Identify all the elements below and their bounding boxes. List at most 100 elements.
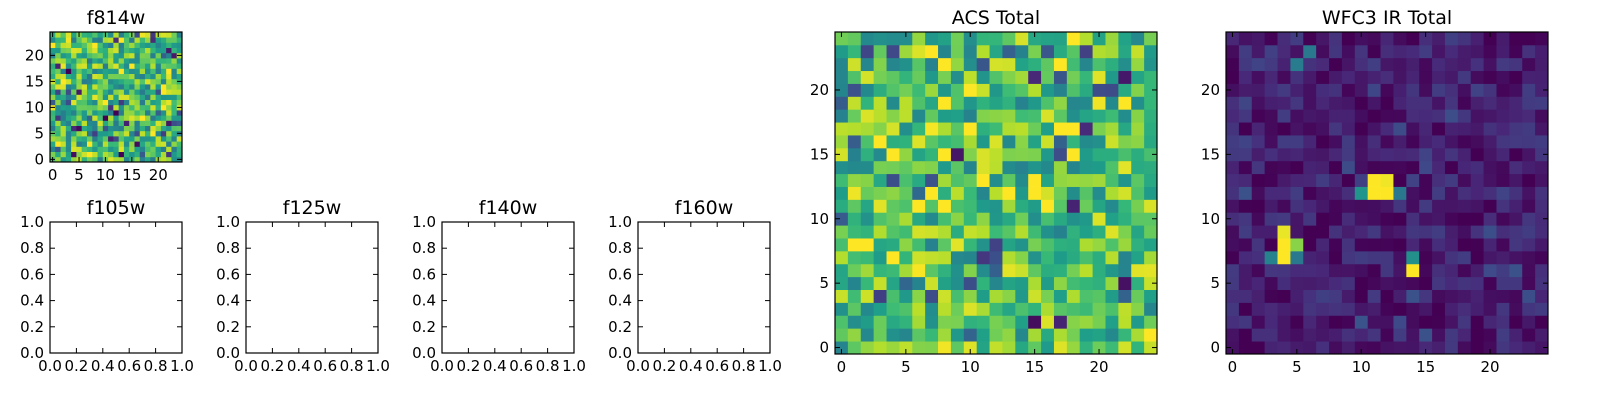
heatmap-cell: [1535, 70, 1549, 84]
heatmap-cell: [150, 94, 156, 100]
heatmap-cell: [925, 186, 939, 200]
heatmap-cell: [1041, 199, 1055, 213]
heatmap-cell: [60, 89, 67, 95]
heatmap-cell: [1053, 186, 1068, 200]
heatmap-cell: [134, 130, 141, 137]
heatmap-cell: [166, 110, 172, 116]
heatmap-cell: [1015, 147, 1029, 162]
heatmap-cell: [899, 302, 913, 316]
heatmap-cell: [86, 120, 93, 126]
heatmap-cell: [912, 289, 926, 303]
heatmap-cell: [1264, 122, 1278, 136]
heatmap-cell: [1041, 328, 1055, 342]
heatmap-cell: [65, 94, 72, 100]
heatmap-cell: [160, 115, 167, 121]
heatmap-cell: [1522, 199, 1536, 213]
heatmap-cell: [118, 99, 125, 106]
heatmap-cell: [55, 156, 61, 163]
heatmap-cell: [65, 99, 72, 106]
heatmap-cell: [1238, 263, 1253, 278]
heatmap-cell: [92, 63, 98, 69]
heatmap-cell: [139, 99, 146, 106]
heatmap-cell: [1251, 302, 1266, 316]
heatmap-cell: [963, 225, 978, 239]
heatmap-cell: [938, 186, 952, 200]
heatmap-cell: [1277, 83, 1291, 97]
heatmap-cell: [873, 238, 887, 252]
heatmap-cell: [1264, 315, 1278, 329]
heatmap-cell: [1277, 135, 1291, 149]
heatmap-cell: [155, 73, 162, 80]
heatmap-cell: [108, 78, 114, 85]
heatmap-cell: [873, 173, 887, 187]
heatmap-cell: [65, 78, 72, 85]
heatmap-cell: [55, 125, 61, 132]
heatmap-cell: [1535, 212, 1549, 226]
heatmap-cell: [1290, 83, 1304, 97]
heatmap-cell: [1251, 44, 1266, 59]
heatmap-cell: [886, 44, 900, 59]
heatmap-cell: [1131, 238, 1145, 252]
heatmap-cell: [860, 57, 875, 72]
heatmap-cell: [145, 156, 151, 163]
heatmap-cell: [976, 315, 990, 329]
heatmap-cell: [166, 141, 172, 147]
heatmap-cell: [1144, 341, 1158, 355]
heatmap-cell: [1092, 199, 1106, 213]
heatmap-cell: [76, 73, 83, 80]
heatmap-cell: [50, 136, 56, 142]
heatmap-cell: [176, 141, 183, 147]
heatmap-cell: [1367, 238, 1381, 252]
heatmap-cell: [129, 99, 135, 106]
heatmap-cell: [129, 125, 135, 132]
heatmap-cell: [925, 57, 939, 72]
heatmap-cell: [171, 104, 178, 111]
heatmap-cell: [113, 136, 120, 142]
heatmap-cell: [1264, 302, 1278, 316]
heatmap-cell: [1290, 199, 1304, 213]
heatmap-cell: [55, 89, 61, 95]
heatmap-cell: [86, 104, 93, 111]
y-tick-label: 0.2: [412, 318, 436, 336]
heatmap-cell: [76, 63, 83, 69]
heatmap-cell: [1432, 122, 1446, 136]
heatmap-cell: [1092, 70, 1106, 84]
heatmap-cell: [1092, 57, 1106, 72]
heatmap-cell: [1329, 289, 1343, 303]
heatmap-cell: [65, 146, 72, 152]
heatmap-cell: [60, 52, 67, 59]
heatmap-cell: [1079, 122, 1093, 136]
heatmap-cell: [97, 130, 104, 137]
heatmap-cell: [873, 70, 887, 84]
heatmap-cell: [1419, 96, 1433, 110]
heatmap-cell: [65, 73, 72, 80]
heatmap-cell: [1393, 70, 1407, 84]
heatmap-cell: [899, 238, 913, 252]
heatmap-cell: [1131, 147, 1145, 162]
heatmap-cell: [1118, 109, 1132, 123]
heatmap-cell: [1496, 186, 1510, 200]
heatmap-cell: [1444, 109, 1459, 123]
heatmap-cell: [1028, 83, 1042, 97]
heatmap-cell: [1105, 122, 1119, 136]
heatmap-cell: [1066, 160, 1081, 175]
heatmap-cell: [938, 44, 952, 59]
heatmap-cell: [1041, 160, 1055, 175]
heatmap-cell: [65, 130, 72, 137]
heatmap-cell: [50, 151, 56, 158]
heatmap-cell: [1264, 109, 1278, 123]
heatmap-cell: [86, 58, 93, 64]
heatmap-cell: [1251, 328, 1266, 342]
heatmap-cell: [1406, 225, 1420, 239]
heatmap-cell: [1470, 328, 1484, 342]
heatmap-cell: [1380, 160, 1394, 175]
heatmap-cell: [60, 32, 67, 38]
heatmap-cell: [102, 130, 109, 137]
heatmap-cell: [108, 120, 114, 126]
heatmap-cell: [1066, 32, 1081, 46]
heatmap-cell: [1079, 225, 1093, 239]
heatmap-cell: [1066, 302, 1081, 316]
heatmap-cell: [71, 32, 77, 38]
heatmap-cell: [97, 156, 104, 163]
heatmap-cell: [989, 341, 1003, 355]
